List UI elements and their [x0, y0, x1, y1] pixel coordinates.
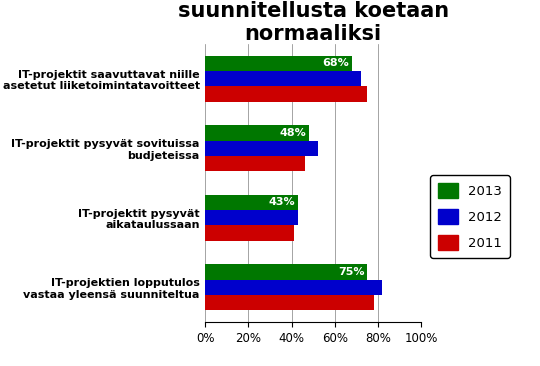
Bar: [205, 295, 374, 310]
Bar: [205, 280, 382, 295]
Bar: [205, 210, 298, 225]
Title: IT-projektien poikkeaminen
suunnitellusta koetaan
normaaliksi: IT-projektien poikkeaminen suunnitellust…: [153, 0, 474, 44]
Bar: [205, 195, 298, 210]
Bar: [205, 71, 361, 86]
Bar: [205, 86, 367, 102]
Bar: [205, 56, 352, 71]
Text: 68%: 68%: [323, 59, 349, 68]
Text: 43%: 43%: [269, 198, 295, 208]
Bar: [205, 264, 367, 280]
Bar: [205, 125, 309, 141]
Bar: [205, 225, 294, 241]
Bar: [205, 141, 318, 156]
Text: 75%: 75%: [338, 267, 365, 277]
Legend: 2013, 2012, 2011: 2013, 2012, 2011: [430, 175, 510, 258]
Bar: [205, 156, 305, 171]
Text: 48%: 48%: [280, 128, 306, 138]
